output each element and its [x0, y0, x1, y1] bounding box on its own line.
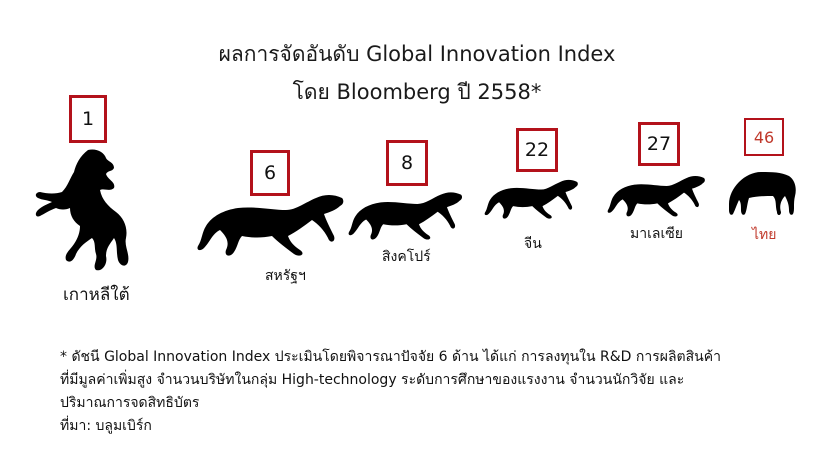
rank-box-usa: 6	[250, 150, 290, 196]
galloping-horse-icon	[196, 192, 344, 264]
grazing-horse-icon	[727, 164, 799, 216]
footnote-line: ที่มีมูลค่าเพิ่มสูง จำนวนบริษัทในกลุ่ม H…	[60, 372, 685, 388]
source-line: ที่มา: บลูมเบิร์ก	[60, 418, 152, 434]
country-label-malaysia: มาเลเซีย	[630, 226, 683, 242]
rank-box-china: 22	[516, 128, 558, 172]
country-label-thailand: ไทย	[752, 227, 777, 243]
footnote: * ดัชนี Global Innovation Index ประเมินโ…	[60, 346, 820, 438]
galloping-horse-icon	[483, 178, 579, 224]
country-label-usa: สหรัฐฯ	[265, 268, 306, 284]
country-label-singapore: สิงคโปร์	[382, 249, 431, 265]
country-label-china: จีน	[524, 236, 542, 252]
country-label-korea: เกาหลีใต้	[63, 285, 130, 305]
chart-subtitle: โดย Bloomberg ปี 2558*	[292, 80, 542, 104]
rank-box-singapore: 8	[386, 140, 428, 186]
footnote-line: * ดัชนี Global Innovation Index ประเมินโ…	[60, 349, 721, 365]
footnote-line: ปริมาณการจดสิทธิบัตร	[60, 395, 200, 411]
rank-box-thailand: 46	[744, 118, 784, 156]
chart-title: ผลการจัดอันดับ Global Innovation Index	[218, 42, 616, 66]
rank-box-malaysia: 27	[638, 122, 680, 166]
rank-box-korea: 1	[69, 95, 107, 143]
galloping-horse-icon	[603, 174, 709, 222]
galloping-horse-icon	[347, 190, 463, 246]
rearing-horse-icon	[30, 148, 140, 274]
